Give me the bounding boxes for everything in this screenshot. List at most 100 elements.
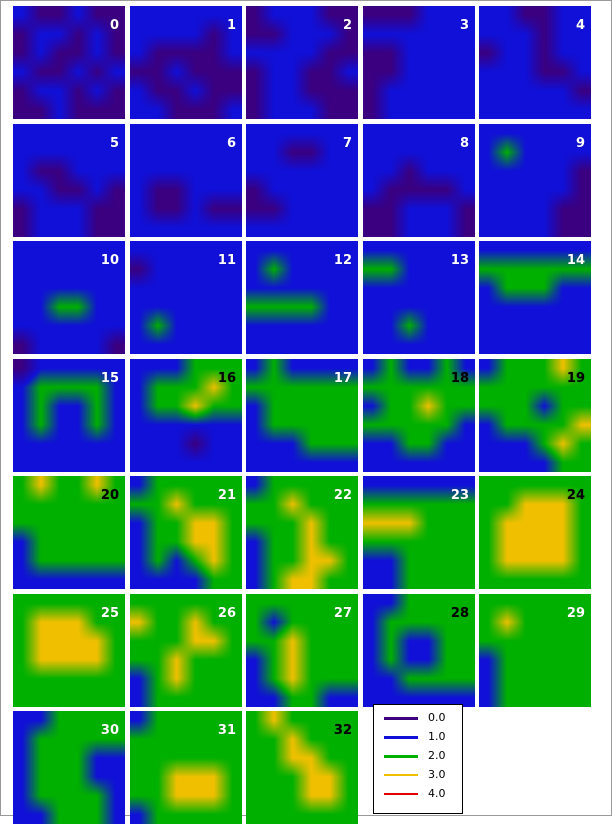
heatmap-panel-0: 0 [13, 6, 125, 119]
heatmap-panel-26: 26 [130, 594, 242, 707]
heatmap-panel-22-surface [246, 476, 358, 589]
heatmap-panel-25: 25 [13, 594, 125, 707]
heatmap-panel-5: 5 [13, 124, 125, 237]
heatmap-panel-7: 7 [246, 124, 358, 237]
heatmap-panel-label-12: 12 [333, 253, 352, 268]
legend-label-3: 3.0 [428, 768, 446, 781]
legend-swatch-3 [384, 774, 418, 776]
heatmap-panel-label-15: 15 [100, 371, 119, 386]
heatmap-panel-9-surface [479, 124, 591, 237]
heatmap-panel-12: 12 [246, 241, 358, 354]
heatmap-panel-5-surface [13, 124, 125, 237]
heatmap-panel-19-surface [479, 359, 591, 472]
heatmap-panel-label-29: 29 [566, 606, 585, 621]
heatmap-panel-label-26: 26 [217, 606, 236, 621]
heatmap-panel-label-20: 20 [100, 488, 119, 503]
heatmap-panel-label-9: 9 [575, 136, 585, 151]
heatmap-panel-label-17: 17 [333, 371, 352, 386]
heatmap-panel-27: 27 [246, 594, 358, 707]
heatmap-panel-label-27: 27 [333, 606, 352, 621]
heatmap-panel-8-surface [363, 124, 475, 237]
heatmap-panel-label-24: 24 [566, 488, 585, 503]
heatmap-panel-15-surface [13, 359, 125, 472]
heatmap-panel-label-8: 8 [459, 136, 469, 151]
heatmap-panel-24: 24 [479, 476, 591, 589]
heatmap-panel-label-22: 22 [333, 488, 352, 503]
heatmap-panel-label-19: 19 [566, 371, 585, 386]
heatmap-panel-label-3: 3 [459, 18, 469, 33]
heatmap-panel-23-surface [363, 476, 475, 589]
heatmap-panel-13-surface [363, 241, 475, 354]
legend: 0.0 1.0 2.0 3.0 4.0 [373, 704, 463, 814]
heatmap-panel-28-surface [363, 594, 475, 707]
heatmap-panel-label-21: 21 [217, 488, 236, 503]
heatmap-panel-11: 11 [130, 241, 242, 354]
legend-swatch-4 [384, 793, 418, 795]
legend-entry-1: 1.0 [384, 730, 460, 744]
heatmap-panel-label-1: 1 [226, 18, 236, 33]
heatmap-panel-26-surface [130, 594, 242, 707]
heatmap-panel-label-13: 13 [450, 253, 469, 268]
heatmap-panel-label-6: 6 [226, 136, 236, 151]
legend-entry-3: 3.0 [384, 768, 460, 782]
heatmap-panel-20-surface [13, 476, 125, 589]
heatmap-panel-label-4: 4 [575, 18, 585, 33]
heatmap-panel-30: 30 [13, 711, 125, 824]
heatmap-panel-label-23: 23 [450, 488, 469, 503]
heatmap-panel-label-11: 11 [217, 253, 236, 268]
heatmap-panel-14-surface [479, 241, 591, 354]
heatmap-panel-29-surface [479, 594, 591, 707]
legend-label-4: 4.0 [428, 787, 446, 800]
heatmap-panel-label-28: 28 [450, 606, 469, 621]
heatmap-panel-27-surface [246, 594, 358, 707]
heatmap-panel-14: 14 [479, 241, 591, 354]
heatmap-panel-10-surface [13, 241, 125, 354]
heatmap-panel-label-14: 14 [566, 253, 585, 268]
heatmap-panel-30-surface [13, 711, 125, 824]
heatmap-panel-28: 28 [363, 594, 475, 707]
heatmap-panel-label-30: 30 [100, 723, 119, 738]
heatmap-panel-11-surface [130, 241, 242, 354]
legend-entry-2: 2.0 [384, 749, 460, 763]
heatmap-panel-18: 18 [363, 359, 475, 472]
heatmap-panel-1: 1 [130, 6, 242, 119]
legend-entry-0: 0.0 [384, 711, 460, 725]
heatmap-panel-label-0: 0 [109, 18, 119, 33]
legend-label-0: 0.0 [428, 711, 446, 724]
heatmap-panel-label-10: 10 [100, 253, 119, 268]
heatmap-panel-7-surface [246, 124, 358, 237]
heatmap-panel-4-surface [479, 6, 591, 119]
heatmap-panel-3-surface [363, 6, 475, 119]
heatmap-panel-label-18: 18 [450, 371, 469, 386]
heatmap-panel-19: 19 [479, 359, 591, 472]
heatmap-panel-32: 32 [246, 711, 358, 824]
heatmap-panel-23: 23 [363, 476, 475, 589]
heatmap-panel-9: 9 [479, 124, 591, 237]
heatmap-panel-15: 15 [13, 359, 125, 472]
heatmap-panel-label-31: 31 [217, 723, 236, 738]
heatmap-panel-label-25: 25 [100, 606, 119, 621]
legend-swatch-2 [384, 755, 418, 758]
heatmap-panel-2: 2 [246, 6, 358, 119]
legend-label-1: 1.0 [428, 730, 446, 743]
heatmap-panel-16-surface [130, 359, 242, 472]
heatmap-panel-label-32: 32 [333, 723, 352, 738]
heatmap-panel-29: 29 [479, 594, 591, 707]
heatmap-panel-25-surface [13, 594, 125, 707]
heatmap-panel-21: 21 [130, 476, 242, 589]
heatmap-panel-8: 8 [363, 124, 475, 237]
heatmap-panel-16: 16 [130, 359, 242, 472]
heatmap-panel-2-surface [246, 6, 358, 119]
heatmap-panel-17-surface [246, 359, 358, 472]
heatmap-panel-6: 6 [130, 124, 242, 237]
heatmap-panel-3: 3 [363, 6, 475, 119]
heatmap-panel-20: 20 [13, 476, 125, 589]
heatmap-panel-12-surface [246, 241, 358, 354]
heatmap-panel-4: 4 [479, 6, 591, 119]
heatmap-panel-label-16: 16 [217, 371, 236, 386]
heatmap-panel-24-surface [479, 476, 591, 589]
heatmap-panel-31: 31 [130, 711, 242, 824]
legend-swatch-1 [384, 736, 418, 739]
heatmap-panel-13: 13 [363, 241, 475, 354]
heatmap-panel-label-2: 2 [342, 18, 352, 33]
